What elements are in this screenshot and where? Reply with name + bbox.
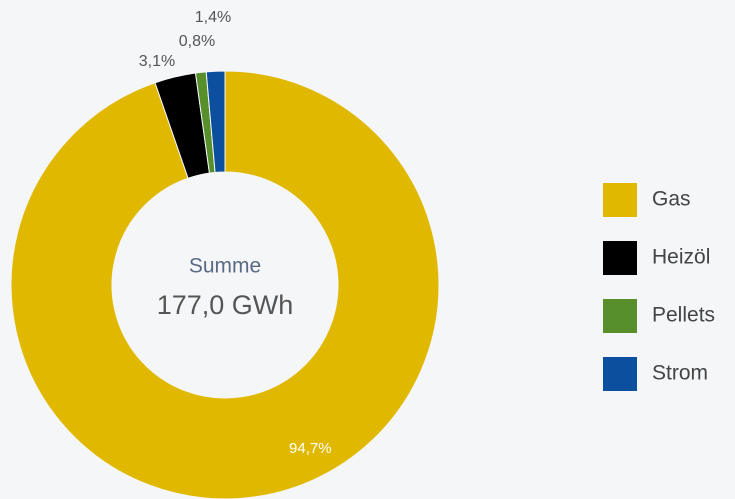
legend-swatch <box>603 299 637 333</box>
legend-label: Gas <box>652 188 691 211</box>
center-title: Summe <box>189 255 261 278</box>
legend-swatch <box>603 357 637 391</box>
data-label: 1,4% <box>195 9 231 26</box>
legend-swatch <box>603 183 637 217</box>
slice <box>205 70 226 173</box>
data-label: 3,1% <box>139 53 175 70</box>
data-label: 94,7% <box>289 440 332 457</box>
legend-label: Strom <box>652 362 708 385</box>
legend-swatch <box>603 241 637 275</box>
legend-label: Pellets <box>652 304 715 327</box>
slice <box>10 70 440 499</box>
center-value: 177,0 GWh <box>157 290 294 320</box>
legend-label: Heizöl <box>652 246 710 269</box>
data-label: 0,8% <box>179 33 215 50</box>
